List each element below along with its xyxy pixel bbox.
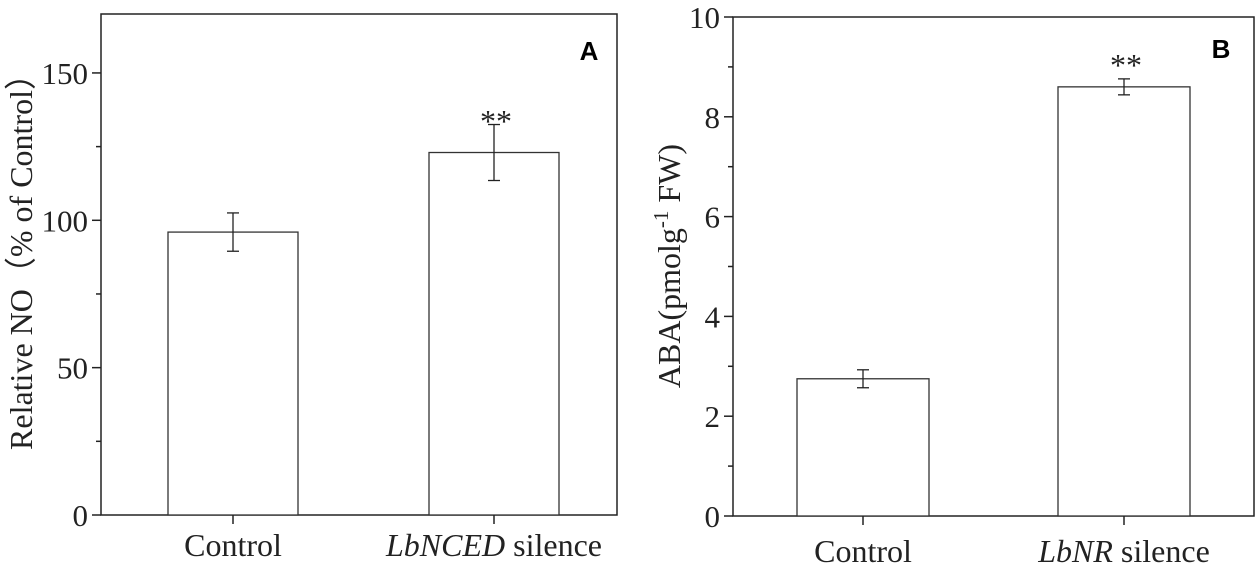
y-tick-label: 2 xyxy=(705,399,721,434)
bar xyxy=(428,151,560,516)
bar xyxy=(167,231,299,516)
panel-label: B xyxy=(1212,34,1231,64)
bar xyxy=(796,378,930,517)
y-axis-label-superscript: -1 xyxy=(649,211,673,229)
plot-frame xyxy=(100,13,618,516)
y-tick-label: 4 xyxy=(705,299,721,334)
significance-marker: ** xyxy=(480,103,512,139)
x-tick-label-text: silence xyxy=(1113,533,1210,568)
x-tick-label: LbNR silence xyxy=(1037,533,1210,568)
panel-a: Relative NO（% of Control） A 0 50 100 150 Con… xyxy=(3,13,618,563)
y-tick-label: 8 xyxy=(705,100,721,135)
y-axis-label-tail: FW) xyxy=(651,144,687,211)
y-tick-label: 150 xyxy=(42,56,89,91)
x-tick-label-text: Control xyxy=(184,527,282,563)
x-tick-label-italic: LbNCED xyxy=(385,527,505,563)
y-axis-label: ABA(pmolg-1 FW) xyxy=(649,144,687,388)
bar xyxy=(1057,86,1191,517)
significance-marker: ** xyxy=(1110,47,1142,83)
y-tick-label: 50 xyxy=(57,351,88,386)
x-tick-label-text: Control xyxy=(814,533,912,568)
x-tick-label: Control xyxy=(814,533,912,568)
y-tick-label: 0 xyxy=(705,499,721,534)
x-tick-label: LbNCED silence xyxy=(385,527,602,563)
panel-b: ABA(pmolg-1 FW) B 0 2 4 6 8 10 Control LbNR sil… xyxy=(649,0,1255,568)
y-axis-label-main: ABA(pmolg xyxy=(651,228,687,388)
x-tick-label-italic: LbNR xyxy=(1037,533,1113,568)
y-axis-label: Relative NO（% of Control） xyxy=(3,58,39,450)
x-tick-label-text: silence xyxy=(505,527,602,563)
y-tick-label: 0 xyxy=(73,498,89,533)
y-tick-label: 6 xyxy=(705,200,721,235)
plot-area: 0 50 100 150 Control LbNCED silence ** xyxy=(42,13,618,563)
plot-area: 0 2 4 6 8 10 Control LbNR silence ** xyxy=(689,0,1255,568)
x-tick-label: Control xyxy=(184,527,282,563)
panel-label: A xyxy=(580,36,599,66)
y-tick-label: 10 xyxy=(689,0,720,35)
y-tick-label: 100 xyxy=(42,203,89,238)
